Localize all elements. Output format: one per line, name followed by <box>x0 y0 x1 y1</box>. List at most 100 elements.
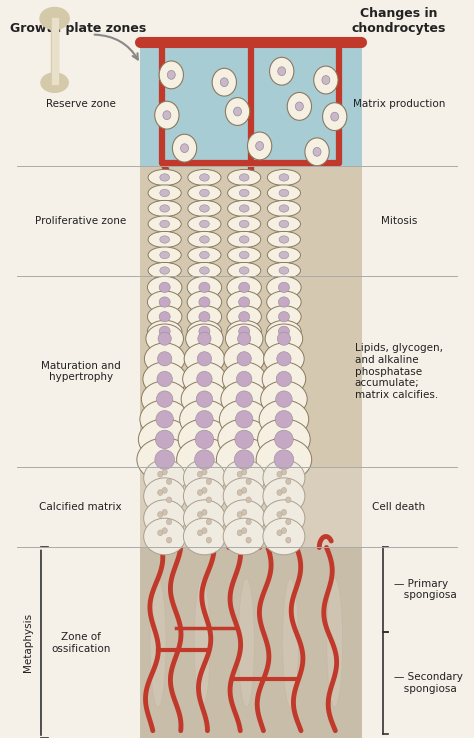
Ellipse shape <box>197 530 203 536</box>
Ellipse shape <box>227 320 261 342</box>
Ellipse shape <box>278 297 290 307</box>
Text: Reserve zone: Reserve zone <box>46 99 116 109</box>
Ellipse shape <box>238 297 250 307</box>
Ellipse shape <box>166 497 172 503</box>
Ellipse shape <box>239 267 249 275</box>
Ellipse shape <box>137 438 192 481</box>
Ellipse shape <box>160 267 170 275</box>
Text: Matrix production: Matrix production <box>353 99 445 109</box>
Ellipse shape <box>148 263 181 278</box>
Ellipse shape <box>194 579 210 707</box>
Ellipse shape <box>276 371 292 387</box>
Ellipse shape <box>281 509 287 515</box>
FancyBboxPatch shape <box>140 167 361 276</box>
Ellipse shape <box>276 391 292 407</box>
Ellipse shape <box>227 306 261 328</box>
Ellipse shape <box>263 478 305 514</box>
Ellipse shape <box>279 173 289 181</box>
Ellipse shape <box>238 311 250 322</box>
Ellipse shape <box>143 362 186 396</box>
Ellipse shape <box>305 138 329 166</box>
Ellipse shape <box>212 69 237 96</box>
Ellipse shape <box>187 276 222 298</box>
Ellipse shape <box>267 185 301 201</box>
Ellipse shape <box>281 487 287 493</box>
Ellipse shape <box>281 469 287 475</box>
Ellipse shape <box>180 400 229 438</box>
Ellipse shape <box>155 101 179 129</box>
Ellipse shape <box>178 419 231 460</box>
Ellipse shape <box>223 500 265 537</box>
FancyBboxPatch shape <box>140 42 361 738</box>
Ellipse shape <box>159 311 170 322</box>
Ellipse shape <box>239 252 249 259</box>
Ellipse shape <box>196 410 213 428</box>
Ellipse shape <box>199 297 210 307</box>
Ellipse shape <box>206 537 211 543</box>
Ellipse shape <box>246 537 251 543</box>
Ellipse shape <box>278 282 290 292</box>
Ellipse shape <box>279 205 289 212</box>
Ellipse shape <box>145 343 185 375</box>
Ellipse shape <box>196 391 213 407</box>
Ellipse shape <box>267 201 301 216</box>
Ellipse shape <box>184 343 225 375</box>
Ellipse shape <box>256 438 312 481</box>
Ellipse shape <box>331 112 339 121</box>
Ellipse shape <box>188 201 221 216</box>
Ellipse shape <box>200 173 210 181</box>
FancyBboxPatch shape <box>140 548 361 738</box>
Ellipse shape <box>148 216 181 232</box>
Ellipse shape <box>278 67 286 75</box>
Ellipse shape <box>166 537 172 543</box>
Ellipse shape <box>323 103 347 131</box>
Ellipse shape <box>157 472 163 477</box>
Ellipse shape <box>160 252 170 259</box>
Ellipse shape <box>228 263 261 278</box>
Ellipse shape <box>188 216 221 232</box>
Ellipse shape <box>238 326 250 337</box>
Ellipse shape <box>148 232 181 247</box>
Ellipse shape <box>202 487 207 493</box>
Ellipse shape <box>275 410 292 428</box>
Ellipse shape <box>181 381 228 417</box>
Ellipse shape <box>200 190 210 196</box>
Ellipse shape <box>199 311 210 322</box>
Ellipse shape <box>228 247 261 263</box>
Ellipse shape <box>228 216 261 232</box>
Ellipse shape <box>264 343 304 375</box>
Ellipse shape <box>224 343 264 375</box>
Text: Growth plate zones: Growth plate zones <box>10 21 146 35</box>
Ellipse shape <box>286 497 291 503</box>
Ellipse shape <box>200 236 210 243</box>
Ellipse shape <box>167 71 175 79</box>
Ellipse shape <box>173 134 197 162</box>
Ellipse shape <box>242 469 247 475</box>
Ellipse shape <box>246 519 251 525</box>
Ellipse shape <box>182 362 226 396</box>
Ellipse shape <box>195 430 214 449</box>
Ellipse shape <box>163 111 171 120</box>
Ellipse shape <box>267 263 301 278</box>
Ellipse shape <box>160 173 170 181</box>
Ellipse shape <box>162 528 167 534</box>
Ellipse shape <box>199 326 210 337</box>
Ellipse shape <box>242 487 247 493</box>
Ellipse shape <box>263 518 305 555</box>
Ellipse shape <box>279 267 289 275</box>
Ellipse shape <box>279 221 289 227</box>
Ellipse shape <box>267 170 301 185</box>
Ellipse shape <box>226 324 263 354</box>
Ellipse shape <box>295 102 303 111</box>
Ellipse shape <box>198 332 211 345</box>
Ellipse shape <box>259 400 309 438</box>
Ellipse shape <box>197 352 211 366</box>
Ellipse shape <box>188 247 221 263</box>
Ellipse shape <box>206 519 211 525</box>
Ellipse shape <box>234 107 242 116</box>
Ellipse shape <box>237 472 242 477</box>
Ellipse shape <box>220 77 228 86</box>
Ellipse shape <box>242 528 247 534</box>
Ellipse shape <box>156 391 173 407</box>
Ellipse shape <box>228 170 261 185</box>
